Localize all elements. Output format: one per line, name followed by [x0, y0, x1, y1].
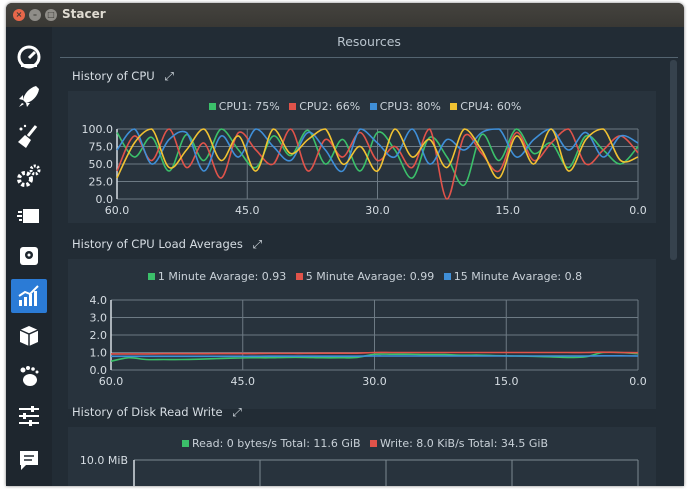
expand-icon[interactable]: ⤢ [232, 405, 242, 419]
legend-swatch [370, 440, 378, 447]
sidebar-item-dashboard[interactable] [11, 39, 47, 73]
legend-entry: 5 Minute Avarage: 0.99 [305, 270, 435, 283]
y-tick-label: 3.0 [90, 312, 108, 325]
sidebar-item-uninstaller[interactable] [11, 239, 47, 273]
y-tick-label: 1.0 [90, 347, 108, 360]
x-tick-label: 0.0 [629, 375, 647, 388]
y-tick-label: 10.0 MiB [80, 454, 128, 467]
broom-icon [18, 124, 38, 148]
title-bar: × – □ Stacer [6, 3, 684, 27]
gnome-foot-icon [20, 366, 39, 386]
cpu-section-title: History of CPU [72, 69, 155, 83]
app-window: × – □ Stacer [6, 3, 684, 486]
disk-icon [20, 247, 38, 265]
load-legend: 1 Minute Avarage: 0.93 5 Minute Avarage:… [68, 270, 656, 283]
x-tick-label: 15.0 [496, 204, 521, 217]
expand-icon[interactable]: ⤢ [252, 237, 263, 251]
sidebar-item-settings[interactable] [11, 399, 47, 433]
sidebar [6, 27, 52, 486]
page-title: Resources [60, 27, 678, 58]
series-line [116, 128, 639, 200]
cpu-section-header: History of CPU ⤢ [72, 69, 174, 84]
legend-swatch [289, 103, 297, 110]
y-tick-label: 0.0 [96, 193, 114, 206]
rocket-icon [19, 86, 39, 107]
sidebar-item-resources[interactable] [11, 279, 47, 313]
x-tick-label: 45.0 [231, 375, 256, 388]
load-section-header: History of CPU Load Averages ⤢ [72, 237, 262, 252]
load-section-title: History of CPU Load Averages [72, 237, 243, 251]
legend-swatch [450, 103, 458, 110]
disk-legend: Read: 0 bytes/s Total: 11.6 GiB Write: 8… [68, 437, 656, 450]
disk-chart-panel: Read: 0 bytes/s Total: 11.6 GiB Write: 8… [68, 427, 656, 486]
disk-history-chart: 10.0 MiB [80, 454, 639, 486]
disk-section-header: History of Disk Read Write ⤢ [72, 405, 242, 420]
x-tick-label: 0.0 [629, 204, 647, 217]
vertical-scrollbar[interactable] [670, 60, 677, 260]
legend-swatch [181, 440, 189, 447]
gears-icon [17, 164, 41, 187]
cpu-chart-panel: CPU1: 75% CPU2: 66% CPU3: 80% CPU4: 60% … [68, 91, 656, 223]
legend-entry: CPU3: 80% [379, 100, 441, 113]
sidebar-item-gnome-settings[interactable] [11, 359, 47, 393]
sidebar-item-packages[interactable] [11, 319, 47, 353]
expand-icon[interactable]: ⤢ [164, 69, 174, 83]
sidebar-item-feedback[interactable] [11, 443, 47, 477]
legend-entry: 15 Minute Avarage: 0.8 [453, 270, 583, 283]
series-line [110, 351, 639, 355]
x-tick-label: 30.0 [362, 375, 387, 388]
legend-entry: 1 Minute Avarage: 0.93 [157, 270, 287, 283]
y-tick-label: 50.0 [89, 158, 114, 171]
sidebar-item-system-cleaner[interactable] [11, 119, 47, 153]
y-tick-label: 4.0 [90, 294, 108, 307]
cpu-legend: CPU1: 75% CPU2: 66% CPU3: 80% CPU4: 60% [68, 100, 656, 113]
package-icon [19, 326, 39, 346]
legend-swatch [295, 273, 303, 280]
processes-icon [17, 209, 39, 223]
y-tick-label: 25.0 [89, 176, 114, 189]
legend-swatch [147, 273, 155, 280]
cpu-history-chart: 0.0 25.0 50.0 75.0 100.0 60.0 45.0 30.0 15.0 0.0 [82, 123, 647, 217]
x-tick-label: 45.0 [235, 204, 260, 217]
resources-chart-icon [18, 285, 39, 306]
y-tick-label: 2.0 [90, 329, 108, 342]
y-tick-label: 75.0 [89, 141, 114, 154]
feedback-icon [20, 451, 38, 470]
sidebar-item-services[interactable] [11, 159, 47, 193]
series-line [116, 128, 639, 179]
load-history-chart: 0.0 1.0 2.0 3.0 4.0 60.0 45.0 30.0 15.0 0.0 [90, 294, 647, 388]
resources-page: Resources History of CPU ⤢ CPU1: 75% CPU2… [60, 27, 678, 486]
maximize-window-button[interactable]: □ [45, 9, 57, 21]
legend-swatch [369, 103, 377, 110]
legend-swatch [443, 273, 451, 280]
window-title: Stacer [62, 7, 106, 21]
x-tick-label: 30.0 [365, 204, 390, 217]
load-chart-panel: 1 Minute Avarage: 0.93 5 Minute Avarage:… [68, 259, 656, 409]
sidebar-item-processes[interactable] [11, 199, 47, 233]
legend-entry: CPU1: 75% [218, 100, 280, 113]
y-tick-label: 0.0 [90, 364, 108, 377]
legend-entry: Read: 0 bytes/s Total: 11.6 GiB [191, 437, 361, 450]
series-line [110, 355, 639, 358]
sidebar-item-startup-apps[interactable] [11, 79, 47, 113]
y-tick-label: 100.0 [82, 123, 114, 136]
legend-entry: CPU2: 66% [299, 100, 361, 113]
disk-section-title: History of Disk Read Write [72, 405, 223, 419]
sliders-icon [19, 406, 39, 426]
dashboard-icon [17, 45, 41, 69]
x-tick-label: 15.0 [494, 375, 519, 388]
minimize-window-button[interactable]: – [29, 9, 41, 21]
series-line [110, 351, 639, 363]
close-window-button[interactable]: × [13, 9, 25, 21]
x-tick-label: 60.0 [99, 375, 124, 388]
legend-entry: CPU4: 60% [460, 100, 522, 113]
x-tick-label: 60.0 [105, 204, 130, 217]
legend-entry: Write: 8.0 KiB/s Total: 34.5 GiB [380, 437, 549, 450]
legend-swatch [208, 103, 216, 110]
